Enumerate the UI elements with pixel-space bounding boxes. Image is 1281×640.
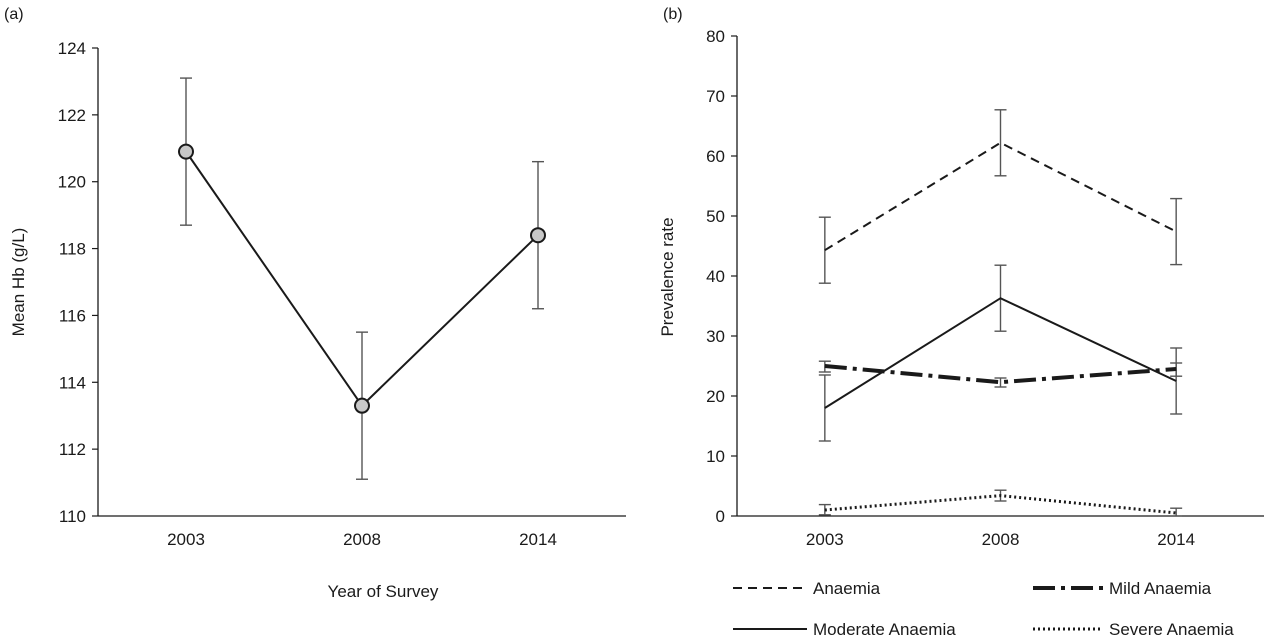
y-tick-label: 60 bbox=[706, 147, 725, 166]
error-bar-anaemia bbox=[1170, 197, 1183, 266]
x-tick-label: 2008 bbox=[343, 530, 381, 549]
panel-a-error-bars bbox=[180, 77, 544, 480]
y-tick-label: 116 bbox=[59, 306, 86, 325]
legend-item-mild-anaemia: Mild Anaemia bbox=[1033, 579, 1212, 598]
x-tick-label: 2003 bbox=[167, 530, 205, 549]
panel-b-y-axis-title: Prevalence rate bbox=[658, 217, 677, 336]
y-tick-label: 70 bbox=[706, 87, 725, 106]
panel-b: (b) 0 10 20 30 40 50 60 70 80 2003 2008 2014 Preval… bbox=[658, 6, 1264, 639]
data-point bbox=[530, 227, 546, 244]
legend-item-anaemia: Anaemia bbox=[733, 579, 881, 598]
panel-a-tick-labels: 110 112 114 116 118 120 122 124 2003 2008 2014 bbox=[58, 39, 557, 549]
legend-item-moderate-anaemia: Moderate Anaemia bbox=[733, 620, 956, 639]
error-bar-severe-anaemia bbox=[1170, 507, 1183, 517]
error-bar-mild-anaemia bbox=[994, 377, 1007, 388]
error-bar-anaemia bbox=[818, 216, 831, 284]
x-tick-label: 2014 bbox=[1157, 530, 1195, 549]
series-line-moderate-anaemia bbox=[824, 297, 1177, 409]
panel-b-label: (b) bbox=[663, 6, 683, 23]
legend: Anaemia Mild Anaemia Moderate Anaemia Se… bbox=[733, 579, 1234, 639]
y-tick-label: 30 bbox=[706, 327, 725, 346]
y-tick-label: 20 bbox=[706, 387, 725, 406]
panel-a: (a) 110 112 114 116 118 120 122 124 2003 2008 2014… bbox=[4, 6, 626, 601]
panel-a-markers bbox=[178, 143, 546, 414]
legend-label-severe-anaemia: Severe Anaemia bbox=[1109, 620, 1234, 639]
x-tick-label: 2014 bbox=[519, 530, 557, 549]
y-tick-label: 80 bbox=[706, 27, 725, 46]
y-tick-label: 110 bbox=[59, 507, 86, 526]
legend-label-anaemia: Anaemia bbox=[813, 579, 881, 598]
series-line-severe-anaemia bbox=[824, 494, 1177, 515]
y-tick-label: 114 bbox=[59, 373, 86, 392]
y-tick-label: 10 bbox=[706, 447, 725, 466]
panel-b-series-lines bbox=[824, 141, 1177, 515]
x-tick-label: 2008 bbox=[982, 530, 1020, 549]
y-tick-label: 0 bbox=[716, 507, 725, 526]
y-tick-label: 112 bbox=[59, 440, 86, 459]
y-tick-label: 122 bbox=[58, 106, 86, 125]
y-tick-label: 120 bbox=[58, 173, 86, 192]
y-tick-label: 40 bbox=[706, 267, 725, 286]
data-point bbox=[178, 143, 194, 160]
series-line-anaemia bbox=[824, 141, 1177, 252]
legend-item-severe-anaemia: Severe Anaemia bbox=[1033, 620, 1234, 639]
panel-a-y-axis-title: Mean Hb (g/L) bbox=[9, 228, 28, 337]
y-tick-label: 50 bbox=[706, 207, 725, 226]
y-tick-label: 124 bbox=[58, 39, 86, 58]
x-tick-label: 2003 bbox=[806, 530, 844, 549]
legend-label-mild-anaemia: Mild Anaemia bbox=[1109, 579, 1212, 598]
panel-b-axes bbox=[731, 35, 1264, 517]
panel-a-axes bbox=[92, 47, 626, 517]
y-tick-label: 118 bbox=[59, 240, 86, 259]
legend-label-moderate-anaemia: Moderate Anaemia bbox=[813, 620, 956, 639]
data-point bbox=[354, 397, 370, 414]
panel-b-tick-labels: 0 10 20 30 40 50 60 70 80 2003 2008 2014 bbox=[706, 27, 1195, 549]
error-bar-anaemia bbox=[994, 109, 1007, 177]
panel-a-label: (a) bbox=[4, 6, 24, 23]
panel-a-x-axis-title: Year of Survey bbox=[328, 582, 439, 601]
panel-b-error-bars bbox=[818, 109, 1183, 517]
